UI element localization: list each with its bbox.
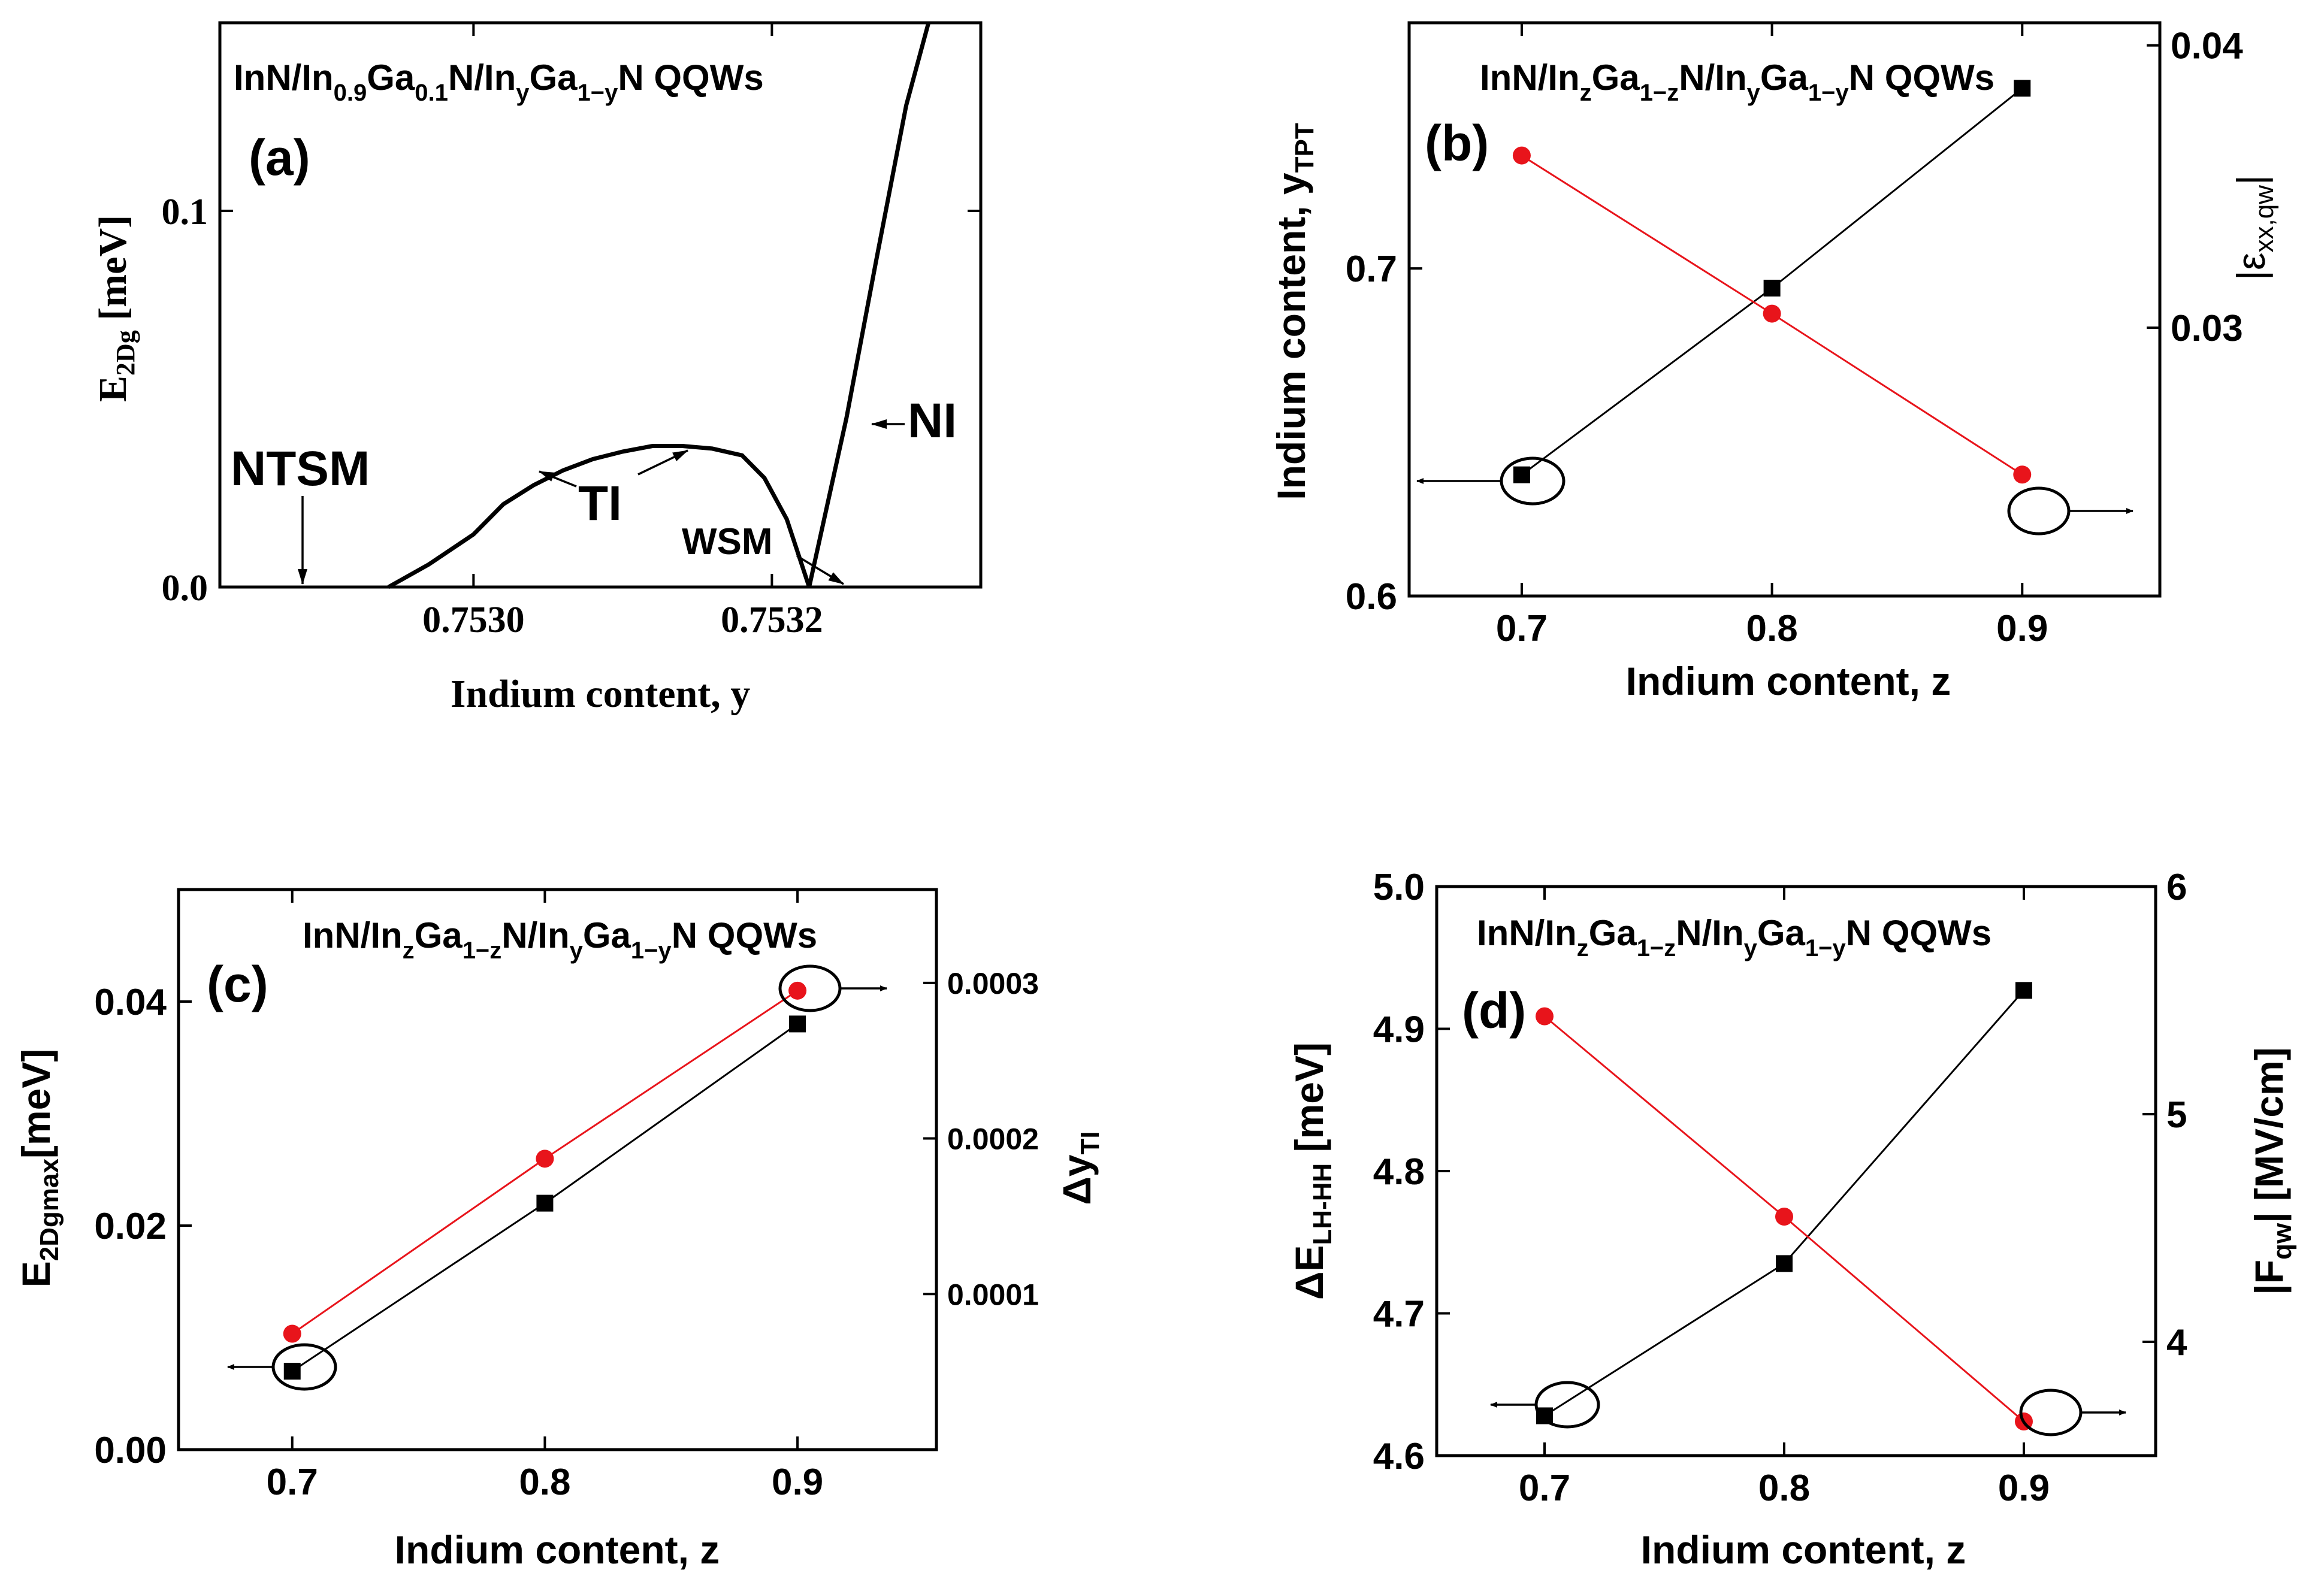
y-tick-label-right: 0.03 — [2171, 308, 2243, 349]
y-tick-label-right: 0.0003 — [947, 967, 1039, 1000]
data-point-square — [283, 1363, 301, 1380]
y-axis-label: ΔELH-HH [meV] — [1287, 1042, 1337, 1300]
data-point-square — [1776, 1255, 1793, 1272]
ti-arrow-left — [539, 470, 577, 488]
series-line-0 — [387, 444, 811, 589]
y-tick-label: 4.6 — [1373, 1436, 1425, 1477]
x-axis-label: Indium content, y — [451, 672, 751, 716]
data-point-square — [1763, 279, 1781, 297]
series-line-1 — [807, 22, 931, 588]
annotation-ti: TI — [578, 476, 622, 531]
panel-c-chart: 0.7 0.8 0.9 0.00 0.02 0.04 0.0001 0.0002 0.000… — [14, 888, 1105, 1572]
plot-frame — [177, 888, 938, 1451]
x-tick-label: 0.7 — [1519, 1468, 1570, 1509]
left-axis-indicator-circle — [271, 1343, 337, 1391]
chart-title: InN/InzGa1−zN/InyGa1−yN QQWs — [1477, 913, 1991, 961]
y-tick-label: 0.04 — [94, 982, 167, 1023]
y-axis-label-right: ΔyTI — [1054, 1131, 1105, 1205]
data-point-square — [1513, 466, 1530, 483]
y-tick-label-right: 0.04 — [2171, 26, 2243, 67]
y-axis-label-right: |Fqw| [MV/cm] — [2247, 1047, 2297, 1294]
x-axis-label: Indium content, z — [1641, 1527, 1966, 1572]
y-tick-label-right: 0.0002 — [947, 1123, 1039, 1156]
data-point-square — [789, 1015, 806, 1033]
chart-title: InN/InzGa1−zN/InyGa1−yN QQWs — [1480, 58, 1994, 106]
x-tick-label: 0.9 — [772, 1462, 823, 1503]
panel-b-chart: 0.7 0.8 0.9 0.6 0.7 0.03 0.04 InN/InzGa1−zN/… — [1269, 21, 2279, 703]
data-point-circle — [536, 1150, 554, 1168]
series-line-0 — [1544, 990, 2025, 1417]
y-tick-label-right: 0.0001 — [947, 1278, 1039, 1311]
y-tick-label: 4.7 — [1373, 1294, 1425, 1335]
data-point-square — [2014, 80, 2031, 97]
y-tick-label-right: 5 — [2166, 1094, 2187, 1136]
y-tick-label: 5.0 — [1373, 867, 1425, 908]
wsm-arrow — [796, 555, 844, 585]
data-point-square — [2015, 982, 2032, 999]
y-axis-label: Indium content, yTPT — [1269, 123, 1319, 500]
panel-label: (d) — [1462, 982, 1526, 1039]
x-tick-label: 0.9 — [1996, 608, 2048, 649]
x-axis-label: Indium content, z — [1626, 659, 1951, 703]
y-axis-label: E2Dgmax[meV] — [14, 1049, 64, 1288]
data-point-square — [536, 1194, 554, 1212]
chart-title: InN/InzGa1−zN/InyGa1−yN QQWs — [303, 915, 817, 964]
x-tick-label: 0.9 — [1998, 1468, 2050, 1509]
y-axis-label: E2Dg [meV] — [91, 215, 140, 402]
x-tick-label: 0.8 — [1758, 1468, 1810, 1509]
data-point-circle — [1763, 304, 1781, 323]
y-tick-label-right: 6 — [2166, 867, 2187, 908]
panel-label: (a) — [249, 129, 310, 186]
y-tick-label: 0.6 — [1346, 576, 1397, 618]
x-tick-label: 0.7532 — [721, 600, 823, 640]
annotation-ni: NI — [908, 394, 957, 448]
y-tick-label-right: 4 — [2166, 1322, 2187, 1363]
x-tick-label: 0.8 — [519, 1462, 570, 1503]
y-tick-label: 0.0 — [162, 568, 208, 609]
plot-frame — [1407, 21, 2162, 598]
data-point-circle — [1775, 1208, 1793, 1226]
data-point-circle — [2013, 465, 2032, 484]
right-axis-indicator-circle — [2007, 486, 2071, 536]
ti-arrow-right — [637, 449, 688, 476]
y-axis-label-right: |εxx,qw| — [2229, 175, 2279, 280]
panel-a-chart: 0.7530 0.7532 0.0 0.1 InN/In0.9Ga0.1N/InyG… — [91, 21, 983, 716]
panel-d-chart: 0.7 0.8 0.9 4.6 4.7 4.8 4.9 5.0 4 5 6 InN/InzGa1… — [1287, 867, 2297, 1572]
left-axis-indicator-circle — [1500, 456, 1566, 506]
x-tick-label: 0.7 — [267, 1462, 318, 1503]
x-tick-label: 0.8 — [1746, 608, 1798, 649]
annotation-wsm: WSM — [682, 521, 773, 562]
data-point-circle — [1536, 1007, 1554, 1026]
y-tick-label: 4.9 — [1373, 1009, 1425, 1051]
data-point-circle — [283, 1324, 301, 1343]
x-tick-label: 0.7 — [1496, 608, 1548, 649]
panel-label: (c) — [207, 956, 268, 1012]
data-point-circle — [788, 981, 807, 1000]
chart-title: InN/In0.9Ga0.1N/InyGa1−yN QQWs — [234, 58, 764, 106]
panel-label: (b) — [1425, 115, 1489, 171]
y-tick-label: 0.1 — [162, 192, 208, 232]
left-axis-indicator-circle — [1534, 1381, 1600, 1429]
data-point-circle — [1512, 146, 1531, 165]
annotation-ntsm: NTSM — [231, 441, 370, 496]
plot-frame — [1435, 885, 2157, 1457]
x-tick-label: 0.7530 — [422, 600, 525, 640]
x-axis-label: Indium content, z — [395, 1527, 720, 1572]
plot-frame — [218, 21, 983, 589]
y-tick-label: 0.7 — [1346, 249, 1397, 290]
right-axis-indicator-circle — [2019, 1389, 2083, 1436]
y-tick-label: 0.00 — [94, 1430, 167, 1471]
y-tick-label: 4.8 — [1373, 1151, 1425, 1193]
y-tick-label: 0.02 — [94, 1206, 167, 1247]
